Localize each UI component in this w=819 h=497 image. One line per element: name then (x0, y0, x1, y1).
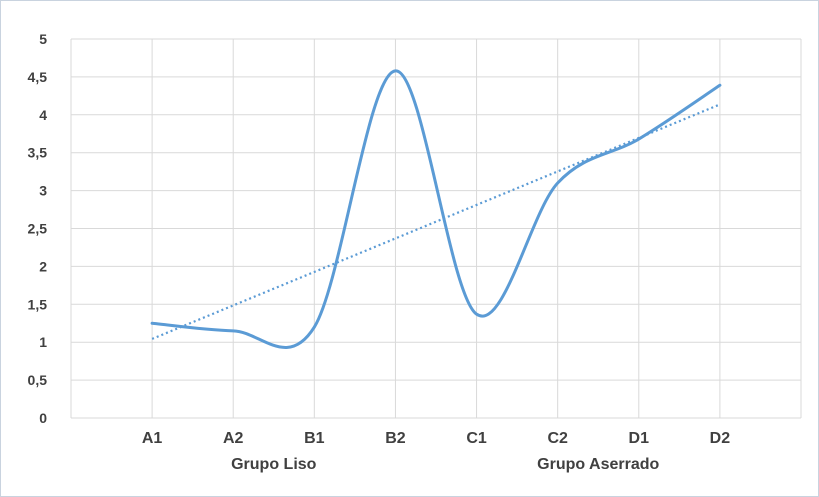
series (150, 69, 722, 349)
y-tick-label: 1 (39, 334, 47, 350)
x-axis-tick-labels: A1 A2 B1 B2 C1 C2 D1 D2 (142, 430, 730, 447)
gridlines (70, 38, 802, 419)
trendline-line (151, 103, 721, 340)
x-tick-label: D2 (710, 430, 731, 447)
x-axis-group-labels: Grupo Liso Grupo Aserrado (231, 456, 659, 473)
x-tick-label: C2 (547, 430, 568, 447)
trendline (151, 103, 721, 340)
x-tick-label: B2 (385, 430, 406, 447)
y-tick-label: 2,5 (28, 221, 48, 237)
y-tick-label: 4 (39, 107, 47, 123)
x-tick-label: B1 (304, 430, 325, 447)
y-tick-label: 3 (39, 183, 47, 199)
y-tick-label: 0,5 (28, 372, 48, 388)
y-tick-label: 0 (39, 410, 47, 426)
group-label: Grupo Aserrado (537, 456, 659, 473)
series-line (150, 69, 722, 349)
y-tick-label: 4,5 (28, 69, 48, 85)
y-tick-label: 1,5 (28, 296, 48, 312)
x-tick-label: D1 (629, 430, 650, 447)
y-tick-label: 3,5 (28, 145, 48, 161)
y-tick-label: 5 (39, 31, 47, 47)
x-tick-label: C1 (466, 430, 487, 447)
x-tick-label: A2 (223, 430, 244, 447)
group-label: Grupo Liso (231, 456, 317, 473)
y-tick-label: 2 (39, 258, 47, 274)
y-axis-tick-labels: 0 0,5 1 1,5 2 2,5 3 3,5 4 4,5 5 (28, 31, 48, 426)
x-tick-label: A1 (142, 430, 163, 447)
